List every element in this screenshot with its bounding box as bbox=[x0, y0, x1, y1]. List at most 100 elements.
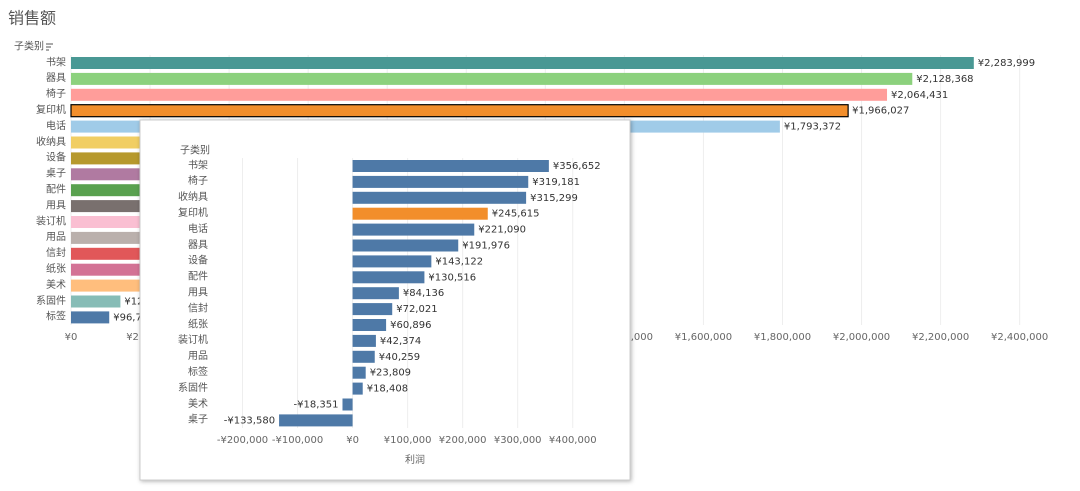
bar bbox=[70, 104, 849, 118]
x-tick-label: ¥300,000 bbox=[494, 435, 542, 446]
value-label: ¥96,710 bbox=[113, 312, 154, 323]
value-label: ¥2,283,999 bbox=[978, 58, 1035, 69]
x-tick-label: ¥100,000 bbox=[384, 435, 432, 446]
bar bbox=[352, 175, 529, 188]
bar bbox=[352, 239, 459, 252]
bar bbox=[279, 414, 353, 427]
value-label: ¥72,021 bbox=[396, 304, 437, 315]
x-tick-label: ¥1,600,000 bbox=[675, 332, 732, 343]
category-label: 标签 bbox=[46, 310, 66, 323]
value-label: ¥221,090 bbox=[478, 225, 526, 236]
bar bbox=[352, 334, 376, 347]
value-label: ¥2,128,368 bbox=[916, 74, 973, 85]
bar bbox=[352, 350, 375, 363]
sort-icon[interactable] bbox=[46, 43, 53, 51]
value-label: ¥1,966,027 bbox=[852, 106, 909, 117]
value-label: ¥40,259 bbox=[379, 352, 420, 363]
value-label: ¥130,516 bbox=[428, 272, 476, 283]
value-label: ¥245,615 bbox=[492, 209, 540, 220]
value-label: -¥133,580 bbox=[224, 415, 275, 426]
category-label: 电话 bbox=[46, 119, 66, 132]
x-tick-label: ¥200,000 bbox=[439, 435, 487, 446]
chart-title: 销售额 bbox=[8, 9, 56, 28]
category-label: 用具 bbox=[46, 199, 66, 211]
category-label: 标签 bbox=[188, 365, 208, 378]
x-tick-label: -¥200,000 bbox=[217, 435, 268, 446]
bar bbox=[352, 271, 425, 284]
category-label: 收纳具 bbox=[36, 135, 66, 148]
value-label: ¥315,299 bbox=[530, 193, 578, 204]
bar bbox=[352, 303, 393, 316]
bar bbox=[71, 279, 162, 292]
x-tick-label: ¥1,800,000 bbox=[754, 332, 811, 343]
bar bbox=[71, 57, 974, 69]
value-label: ¥191,976 bbox=[462, 241, 510, 252]
category-label: 用具 bbox=[188, 286, 208, 298]
bar bbox=[352, 287, 399, 300]
bar bbox=[352, 223, 475, 236]
category-label: 装订机 bbox=[178, 333, 208, 346]
value-label: ¥2,064,431 bbox=[891, 90, 948, 101]
category-label: 书架 bbox=[46, 56, 66, 68]
value-label: -¥18,351 bbox=[294, 400, 339, 411]
value-label: ¥356,652 bbox=[553, 161, 601, 172]
x-tick-label: -¥100,000 bbox=[272, 435, 323, 446]
category-label: 配件 bbox=[188, 271, 208, 283]
value-label: ¥23,809 bbox=[370, 368, 411, 379]
x-tick-label: ¥2,400,000 bbox=[991, 332, 1048, 343]
bar bbox=[71, 247, 170, 260]
bar bbox=[352, 191, 527, 204]
x-axis-title: 利润 bbox=[405, 453, 425, 466]
axis-header: 子类别 bbox=[180, 143, 210, 156]
category-label: 电话 bbox=[188, 222, 208, 235]
category-label: 桌子 bbox=[188, 413, 208, 426]
category-label: 配件 bbox=[46, 183, 66, 195]
bar bbox=[352, 382, 363, 395]
bar bbox=[71, 88, 888, 101]
category-label: 器具 bbox=[46, 72, 66, 84]
x-tick-label: ¥2,200,000 bbox=[912, 332, 969, 343]
category-label: 设备 bbox=[188, 254, 208, 267]
value-label: ¥42,374 bbox=[380, 336, 421, 347]
bar bbox=[342, 398, 353, 411]
category-label: 信封 bbox=[188, 301, 208, 314]
category-label: 美术 bbox=[188, 397, 208, 410]
category-label: 系固件 bbox=[178, 382, 208, 394]
category-label: 椅子 bbox=[46, 87, 66, 100]
category-label: 系固件 bbox=[36, 295, 66, 307]
bar bbox=[352, 160, 549, 172]
bar bbox=[71, 295, 121, 308]
bar bbox=[71, 311, 110, 324]
x-tick-label: ¥400,000 bbox=[549, 435, 597, 446]
category-label: 椅子 bbox=[188, 174, 208, 187]
category-label: 复印机 bbox=[178, 206, 208, 219]
category-label: 设备 bbox=[46, 151, 66, 164]
category-label: 纸张 bbox=[46, 262, 66, 275]
value-label: ¥60,896 bbox=[390, 320, 431, 331]
category-label: 器具 bbox=[188, 239, 208, 251]
category-label: 信封 bbox=[46, 246, 66, 259]
bar bbox=[352, 366, 366, 379]
category-label: 纸张 bbox=[188, 317, 208, 330]
axis-header: 子类别 bbox=[14, 39, 44, 52]
x-tick-label: ¥0 bbox=[65, 332, 78, 343]
x-tick-label: ¥0 bbox=[346, 435, 359, 446]
value-label: ¥143,122 bbox=[435, 256, 483, 267]
category-label: 桌子 bbox=[46, 167, 66, 180]
category-label: 用品 bbox=[188, 350, 208, 362]
value-label: ¥1,793,372 bbox=[784, 122, 841, 133]
tooltip bbox=[139, 119, 631, 481]
category-label: 用品 bbox=[46, 231, 66, 243]
x-tick-label: ¥2,000,000 bbox=[833, 332, 890, 343]
category-label: 复印机 bbox=[36, 103, 66, 116]
profit-chart: -¥200,000 -¥100,000 ¥0 ¥100,000 ¥200,000 ¥300… bbox=[178, 158, 601, 446]
bar bbox=[71, 72, 913, 85]
category-label: 装订机 bbox=[36, 214, 66, 227]
category-label: 书架 bbox=[188, 159, 208, 171]
bar bbox=[352, 255, 432, 268]
value-label: ¥84,136 bbox=[403, 288, 444, 299]
bar bbox=[352, 319, 387, 331]
bar bbox=[352, 207, 488, 220]
value-label: ¥319,181 bbox=[532, 177, 580, 188]
